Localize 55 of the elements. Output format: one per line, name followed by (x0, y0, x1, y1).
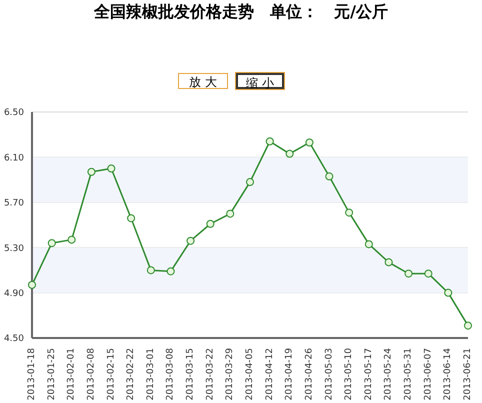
y-tick-label: 4.90 (4, 288, 24, 299)
x-tick-label: 2013-02-15 (106, 348, 116, 400)
point (87, 168, 96, 176)
point (404, 270, 413, 278)
point (325, 172, 334, 180)
point (266, 137, 274, 146)
point (384, 258, 393, 266)
point (464, 322, 472, 330)
point (206, 220, 214, 228)
point (305, 138, 314, 147)
point (286, 150, 294, 158)
x-tick-label: 2013-04-26 (304, 348, 314, 400)
point (68, 236, 76, 244)
x-tick-label: 2013-03-15 (186, 348, 196, 400)
point (107, 164, 116, 172)
point (246, 178, 254, 186)
y-tick-label: 5.30 (4, 244, 24, 254)
point (226, 210, 234, 218)
x-tick-label: 2013-02-01 (66, 348, 77, 400)
zoom-button[interactable]: 放 大 (178, 73, 228, 89)
x-tick-label: 2013-05-10 (344, 348, 354, 400)
y-tick-label: 5.70 (4, 198, 24, 209)
x-tick-label: 2013-03-08 (166, 348, 176, 400)
point (345, 208, 354, 217)
x-tick-label: 2013-04-19 (284, 348, 295, 400)
x-tick-label: 2013-05-17 (364, 348, 374, 400)
x-tick-label: 2013-02-22 (126, 348, 136, 400)
x-tick-label: 2013-02-08 (86, 348, 96, 400)
x-tick-label: 2013-05-03 (324, 348, 334, 400)
x-tick-label: 2013-03-29 (225, 348, 236, 400)
zoom-button[interactable]: 缩 小 (236, 73, 284, 89)
x-tick-label: 2013-03-01 (146, 348, 156, 400)
x-tick-label: 2013-01-25 (46, 348, 57, 400)
x-tick-label: 2013-05-24 (384, 348, 394, 400)
x-tick-label: 2013-04-12 (264, 348, 275, 400)
x-tick-label: 2013-03-22 (205, 348, 216, 400)
x-tick-label: 2013-06-21 (463, 348, 473, 400)
x-tick-label: 2013-05-31 (404, 348, 414, 400)
point (364, 240, 373, 248)
y-tick-label: 6.10 (4, 153, 24, 164)
x-tick-label: 2013-01-18 (27, 348, 37, 400)
point (48, 239, 56, 248)
point (424, 270, 432, 278)
x-tick-label: 2013-06-14 (443, 348, 454, 400)
point (127, 214, 136, 222)
x-tick-label: 2013-04-05 (245, 348, 255, 400)
point (28, 280, 36, 289)
point (186, 236, 195, 245)
y-tick-label: 4.50 (4, 334, 24, 344)
y-tick-label: 6.50 (4, 108, 24, 118)
point (444, 288, 452, 297)
point (166, 267, 175, 276)
point (146, 266, 155, 274)
x-tick-label: 2013-06-07 (423, 348, 434, 400)
chart-title: 全国辣椒批发价格走势 单位： 元/公斤 (92, 2, 389, 23)
